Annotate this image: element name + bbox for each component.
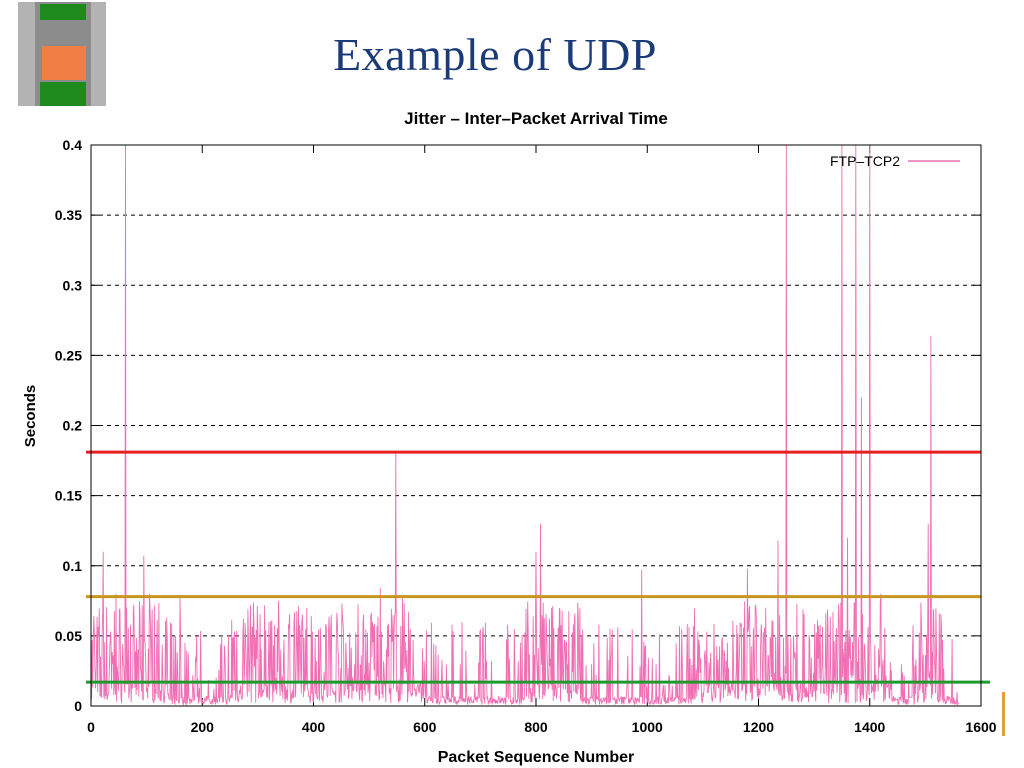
x-tick-label: 600: [413, 719, 437, 735]
jitter-chart: Jitter – Inter–Packet Arrival Time Packe…: [22, 109, 997, 766]
x-tick-label: 1600: [965, 719, 996, 735]
series-line-ftp-tcp2: [90, 144, 960, 707]
x-tick-label: 1200: [743, 719, 774, 735]
x-tick-label: 400: [302, 719, 326, 735]
x-tick-label: 1000: [632, 719, 663, 735]
plot-frame: [90, 144, 982, 707]
legend-label: FTP–TCP2: [830, 153, 900, 169]
y-tick-label: 0.4: [63, 137, 83, 153]
slide-title: Example of UDP: [333, 29, 657, 80]
y-tick-label: 0.1: [63, 558, 83, 574]
x-axis-label: Packet Sequence Number: [438, 749, 635, 766]
corner-mark: [1002, 692, 1005, 736]
y-tick-label: 0.05: [55, 628, 82, 644]
chart-title: Jitter – Inter–Packet Arrival Time: [404, 109, 668, 128]
y-tick-label: 0: [74, 698, 82, 714]
y-tick-label: 0.3: [63, 277, 83, 293]
legend: FTP–TCP2: [830, 153, 960, 169]
x-tick-label: 0: [87, 719, 95, 735]
x-tick-label: 1400: [854, 719, 885, 735]
road-logo: [18, 2, 106, 106]
y-axis-label: Seconds: [22, 385, 39, 448]
y-tick-label: 0.25: [55, 347, 82, 363]
x-tick-label: 800: [524, 719, 548, 735]
y-tick-label: 0.15: [55, 488, 82, 504]
y-tick-label: 0.2: [63, 418, 83, 434]
x-tick-label: 200: [191, 719, 215, 735]
y-tick-label: 0.35: [55, 207, 82, 223]
